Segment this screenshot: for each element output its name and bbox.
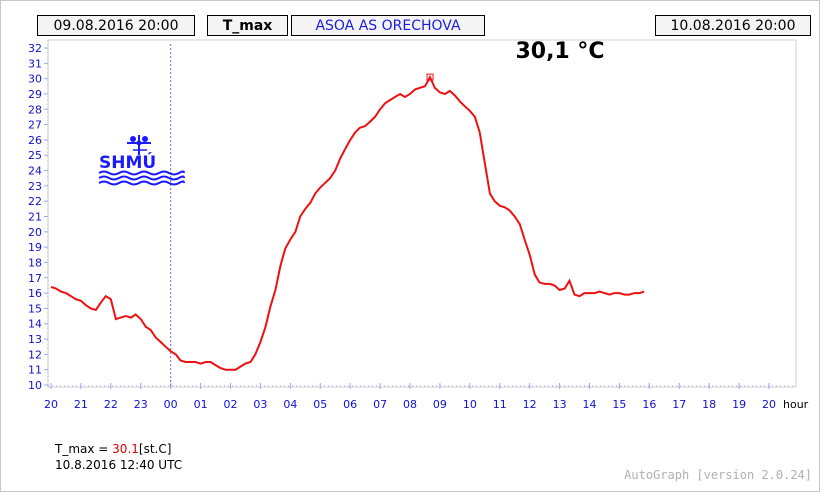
x-tick-label: 10 [463, 398, 477, 411]
axis-layer: 10 11 12 13 14 15 16 17 18 19 20 21 22 23 24 25 26 27 28 29… [28, 42, 776, 411]
logo-text: SHMÚ [99, 151, 156, 173]
x-tick-label: 01 [194, 398, 208, 411]
y-tick-label: 18 [28, 256, 42, 269]
x-tick-label: 03 [253, 398, 267, 411]
x-tick-label: 02 [224, 398, 238, 411]
x-tick-label: 07 [373, 398, 387, 411]
x-tick-label: 11 [493, 398, 507, 411]
x-tick-label: 21 [74, 398, 88, 411]
y-tick-label: 16 [28, 287, 42, 300]
y-tick-label: 15 [28, 302, 42, 315]
y-tick-label: 28 [28, 103, 42, 116]
station-name-box[interactable]: ASOA AS ORECHOVA [291, 15, 485, 36]
footer-unit: [st.C] [138, 442, 172, 456]
y-tick-label: 23 [28, 180, 42, 193]
x-tick-label: 09 [433, 398, 447, 411]
x-tick-label: 23 [134, 398, 148, 411]
y-tick-label: 27 [28, 119, 42, 132]
x-tick-label: 13 [553, 398, 567, 411]
shmu-logo: SHMÚ [98, 135, 185, 186]
footer-variable: T_max [55, 442, 95, 456]
y-tick-label: 26 [28, 134, 42, 147]
max-value-label: 30,1 °C [515, 39, 604, 64]
grid-layer [44, 39, 797, 389]
x-tick-label: 04 [283, 398, 297, 411]
end-time-box[interactable]: 10.08.2016 20:00 [655, 15, 811, 36]
x-tick-label: 20 [44, 398, 58, 411]
x-tick-label: 12 [523, 398, 537, 411]
y-tick-label: 10 [28, 379, 42, 392]
footer-value-line: T_max = 30.1[st.C] [55, 442, 171, 456]
y-tick-label: 19 [28, 241, 42, 254]
start-time-box[interactable]: 09.08.2016 20:00 [37, 15, 195, 36]
y-tick-label: 11 [28, 364, 42, 377]
x-tick-label: 14 [583, 398, 597, 411]
y-tick-label: 32 [28, 42, 42, 55]
version-label: AutoGraph [version 2.0.24] [624, 468, 812, 482]
x-tick-label: 19 [732, 398, 746, 411]
x-tick-label: 16 [642, 398, 656, 411]
x-tick-label: 05 [313, 398, 327, 411]
x-tick-label: 20 [762, 398, 776, 411]
x-tick-label: 18 [702, 398, 716, 411]
x-tick-label: 06 [343, 398, 357, 411]
footer-timestamp: 10.8.2016 12:40 UTC [55, 458, 183, 472]
x-tick-label: 08 [403, 398, 417, 411]
footer-value: 30.1 [112, 442, 139, 456]
x-tick-label: 00 [164, 398, 178, 411]
y-tick-label: 29 [28, 88, 42, 101]
y-tick-label: 25 [28, 149, 42, 162]
max-value-marker [426, 73, 434, 81]
y-tick-label: 17 [28, 272, 42, 285]
y-tick-label: 31 [28, 57, 42, 70]
y-tick-label: 12 [28, 348, 42, 361]
x-tick-label: 22 [104, 398, 118, 411]
y-tick-label: 22 [28, 195, 42, 208]
x-axis-label: hour [783, 398, 809, 411]
y-tick-label: 14 [28, 318, 42, 331]
y-tick-label: 20 [28, 226, 42, 239]
x-tick-label: 17 [672, 398, 686, 411]
y-tick-label: 13 [28, 333, 42, 346]
y-tick-label: 24 [28, 165, 42, 178]
y-tick-label: 21 [28, 211, 42, 224]
x-tick-label: 15 [612, 398, 626, 411]
temperature-series-line [50, 74, 645, 371]
variable-box[interactable]: T_max [207, 15, 288, 36]
y-tick-label: 30 [28, 73, 42, 86]
plot-border [47, 39, 797, 388]
footer-equals: = [94, 442, 113, 456]
